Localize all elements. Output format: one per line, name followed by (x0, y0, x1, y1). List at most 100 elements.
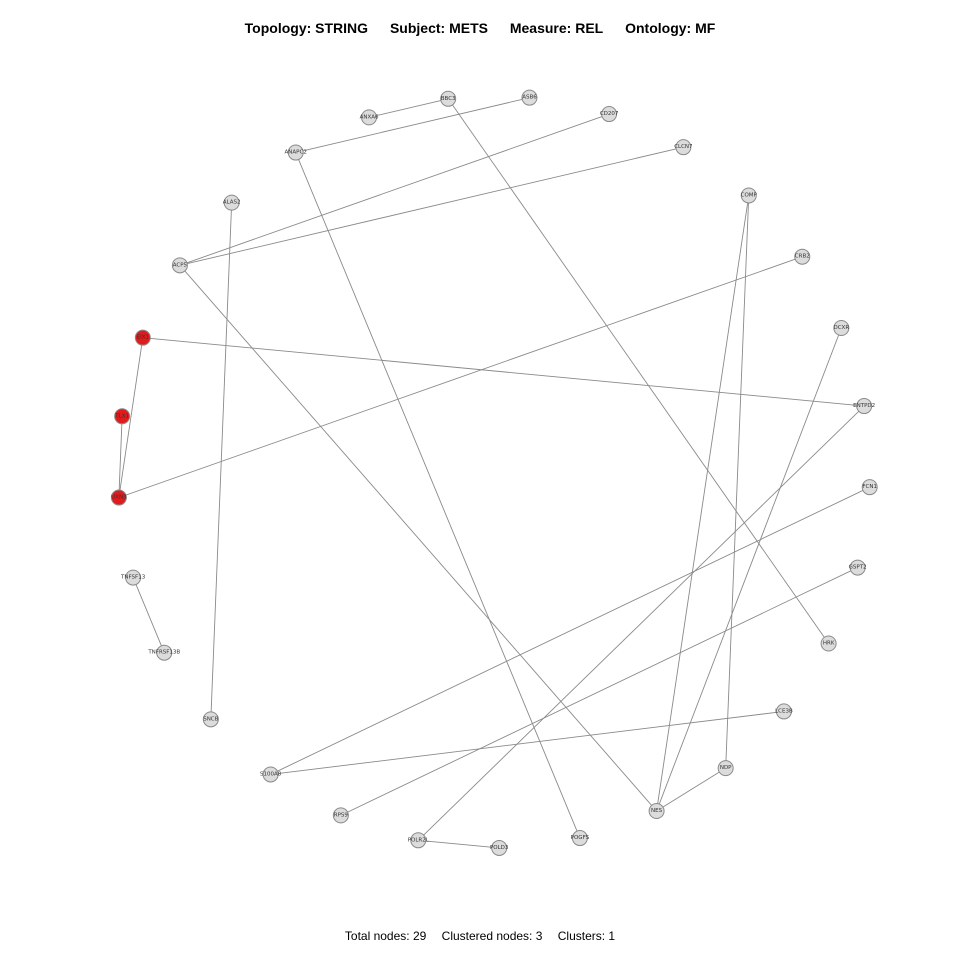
node-pogfs[interactable]: POGFS (571, 830, 590, 847)
node-tlx1[interactable]: TLX1 (114, 408, 131, 425)
node-circle[interactable] (675, 139, 692, 156)
node-bbc3[interactable]: BBC3 (440, 90, 457, 107)
clusters-label: Clusters: 1 (557, 929, 616, 943)
node-uxn3[interactable]: UXN3 (110, 489, 127, 506)
node-label: ANXA6 (360, 114, 379, 120)
node-circle[interactable] (820, 635, 837, 652)
edge-acp5-nes (179, 265, 657, 812)
edge-polr2l-pold3 (418, 839, 500, 849)
node-circle[interactable] (717, 760, 734, 777)
node-circle[interactable] (156, 644, 173, 661)
edge-eix1-entpd2 (142, 337, 865, 407)
node-circle[interactable] (849, 559, 866, 576)
node-circle[interactable] (262, 766, 279, 783)
node-label: ALAS2 (223, 200, 241, 206)
node-circle[interactable] (110, 489, 127, 506)
node-gspt2[interactable]: GSPT2 (849, 559, 867, 576)
node-label: GSPT2 (849, 565, 867, 571)
edge-anapc2-pogfs (295, 152, 581, 839)
node-circle[interactable] (794, 248, 811, 265)
node-clcn7[interactable]: CLCN7 (674, 139, 693, 156)
node-cd207[interactable]: CD207 (600, 106, 619, 123)
node-circle[interactable] (491, 839, 508, 856)
node-circle[interactable] (648, 803, 665, 820)
node-circle[interactable] (171, 257, 188, 274)
node-circle[interactable] (856, 398, 873, 415)
node-label: TLX1 (114, 413, 129, 419)
node-label: POGFS (571, 835, 590, 841)
figure-footer: Total nodes: 29 Clustered nodes: 3 Clust… (0, 929, 960, 943)
node-alas2[interactable]: ALAS2 (223, 194, 241, 211)
node-circle[interactable] (740, 187, 757, 204)
node-ndp[interactable]: NDP (717, 760, 734, 777)
node-nes[interactable]: NES (648, 803, 665, 820)
node-rps9[interactable]: RPS9 (332, 807, 349, 824)
node-circle[interactable] (223, 194, 240, 211)
node-label: POLR2L (408, 837, 430, 843)
edge-gspt2-rps9 (340, 567, 858, 816)
subject-label: Subject: METS (389, 20, 488, 36)
node-circle[interactable] (775, 703, 792, 720)
node-circle[interactable] (601, 106, 618, 123)
node-label: S100A8 (260, 771, 282, 777)
topology-label: Topology: STRING (244, 20, 369, 36)
node-comp[interactable]: COMP (740, 187, 758, 204)
node-circle[interactable] (332, 807, 349, 824)
node-circle[interactable] (861, 479, 878, 496)
node-label: FCN1 (862, 484, 877, 490)
edge-crb2-uxn3 (118, 256, 803, 498)
measure-label: Measure: REL (509, 20, 604, 36)
node-lce3b[interactable]: LCE3B (775, 703, 793, 720)
edge-fcn1-s100a8 (270, 486, 870, 775)
edge-clcn7-acp5 (179, 146, 684, 266)
node-acp5[interactable]: ACP5 (171, 257, 188, 274)
node-polr2l[interactable]: POLR2L (408, 832, 430, 849)
node-label: LCE3B (775, 708, 793, 714)
node-label: ENTPD2 (853, 403, 875, 409)
node-tnfrsf13b[interactable]: TNFRSF13B (147, 644, 180, 661)
node-fcn1[interactable]: FCN1 (861, 479, 878, 496)
node-circle[interactable] (361, 109, 378, 126)
node-label: NDP (720, 765, 732, 771)
node-tnfsf13[interactable]: TNFSF13 (120, 569, 146, 586)
node-circle[interactable] (114, 408, 131, 425)
node-label: CD207 (600, 111, 619, 117)
node-label: TNFRSF13B (147, 650, 180, 656)
node-circle[interactable] (287, 144, 304, 161)
total-nodes-label: Total nodes: 29 (344, 929, 427, 943)
ontology-label: Ontology: MF (625, 20, 716, 36)
edge-ndp-nes (656, 767, 726, 812)
node-label: ANAPC2 (285, 150, 307, 156)
node-circle[interactable] (125, 569, 142, 586)
node-circle[interactable] (410, 832, 427, 849)
edge-cd207-acp5 (179, 113, 610, 266)
edge-tlx1-uxn3 (118, 416, 123, 498)
node-label: EIX1 (137, 335, 149, 341)
node-sncb[interactable]: SNCB (202, 711, 219, 728)
edge-comp-ndp (725, 195, 750, 769)
node-anxa6[interactable]: ANXA6 (360, 109, 379, 126)
node-circle[interactable] (202, 711, 219, 728)
node-entpd2[interactable]: ENTPD2 (853, 398, 875, 415)
edge-eix1-uxn3 (118, 337, 144, 498)
node-asb6[interactable]: ASB6 (521, 89, 538, 106)
node-circle[interactable] (833, 320, 850, 337)
node-crb2[interactable]: CRB2 (794, 248, 811, 265)
node-hrk[interactable]: HRK (820, 635, 837, 652)
edge-dcxr-nes (656, 327, 842, 812)
node-dcxr[interactable]: DCXR (833, 320, 850, 337)
node-circle[interactable] (571, 830, 588, 847)
node-s100a8[interactable]: S100A8 (260, 766, 282, 783)
node-label: CLCN7 (674, 144, 693, 150)
node-eix1[interactable]: EIX1 (134, 329, 151, 346)
node-pold3[interactable]: POLD3 (490, 839, 509, 856)
node-circle[interactable] (440, 90, 457, 107)
node-circle[interactable] (521, 89, 538, 106)
node-circle[interactable] (134, 329, 151, 346)
node-label: NES (651, 808, 663, 814)
edge-lce3b-s100a8 (270, 710, 784, 775)
edge-layer (118, 97, 870, 849)
node-label: ASB6 (522, 95, 537, 101)
node-anapc2[interactable]: ANAPC2 (285, 144, 307, 161)
